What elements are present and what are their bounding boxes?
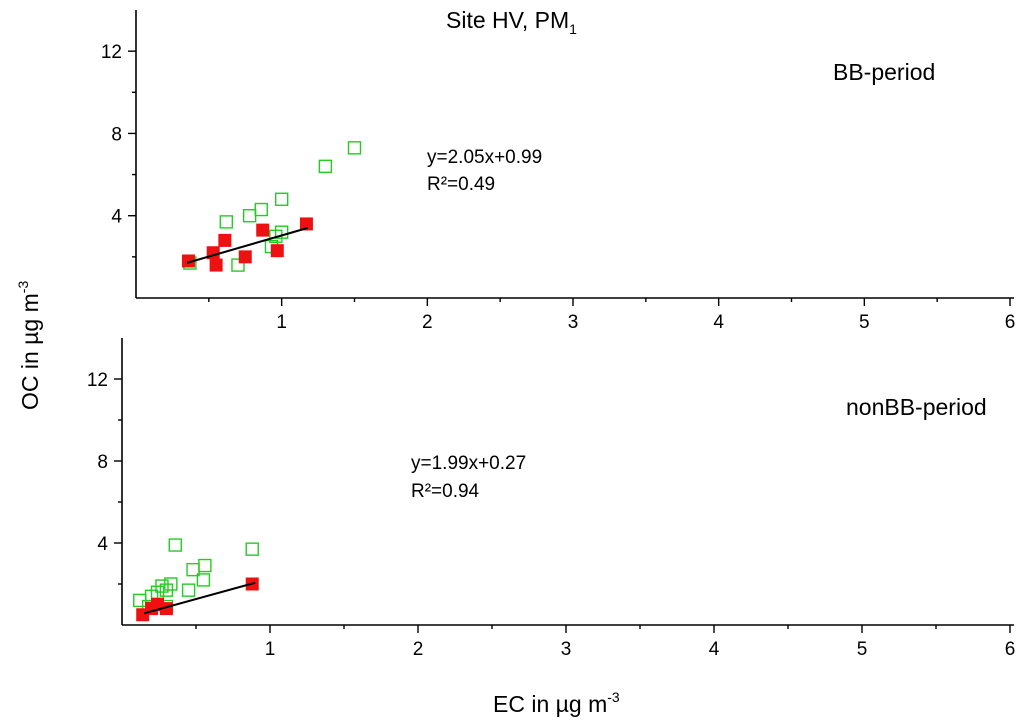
nonbb-x-tick-label: 2 [413,639,424,660]
nonbb-open-square-point [164,577,178,591]
nonbb-x-tick-label: 6 [1005,639,1016,660]
nonbb-open-square-point [181,583,196,597]
bb-y-tick-label: 8 [111,124,122,145]
nonbb-r-squared: R²=0.94 [411,481,480,502]
nonbb-y-tick-label: 4 [97,534,108,555]
bb-open-square-point [254,202,268,217]
nonbb-fit-equation: y=1.99x+0.27 [411,453,526,474]
nonbb-x-tick-label: 3 [561,639,572,660]
nonbb-x-tick-label: 1 [265,639,276,660]
bb-fit-equation: y=2.05x+0.99 [427,147,542,168]
bb-x-tick-label: 1 [276,312,287,333]
nonbb-open-square-point [198,558,212,573]
bb-open-square-point [318,159,333,174]
nonbb-open-square-point [196,573,211,587]
bb-y-tick-label: 12 [101,42,122,63]
bb-filled-square-point [209,258,223,272]
bb-filled-square-point [256,223,270,237]
bb-period-label: BB-period [833,59,935,85]
bb-x-tick-label: 3 [568,312,579,333]
nonbb-x-tick-label: 4 [709,639,720,660]
nonbb-y-tick-label: 12 [87,370,108,391]
nonbb-x-tick-label: 5 [857,639,868,660]
nonbb-open-square-point [245,542,259,556]
x-axis-label: EC in µg m-3 [493,689,620,717]
bb-open-square-point [219,215,234,229]
bb-x-tick-label: 5 [859,312,870,333]
bb-open-square-point [231,258,245,272]
bb-r-squared: R²=0.49 [427,174,495,195]
bb-x-tick-label: 2 [422,312,433,333]
bb-fit-line [186,226,309,264]
bb-filled-square-point [218,233,232,247]
nonbb-y-tick-label: 8 [97,452,108,473]
chart-title: Site HV, PM1 [446,7,577,37]
nonbb-fit-line [143,581,256,615]
y-axis-label: OC in µg m-3 [15,281,43,410]
nonbb-open-square-point [168,538,182,552]
bb-filled-square-point [270,244,284,258]
bb-open-square-point [242,209,257,223]
bb-filled-square-point [238,250,252,264]
bb-open-square-point [274,192,289,206]
bb-open-square-point [274,225,289,239]
bb-y-tick-label: 4 [111,207,122,228]
nonbb-period-label: nonBB-period [846,394,987,420]
bb-x-tick-label: 6 [1005,312,1016,333]
nonbb-open-square-point [155,579,169,593]
bb-x-tick-label: 4 [713,312,724,333]
bb-filled-square-point [299,217,313,231]
bb-open-square-point [347,141,362,155]
